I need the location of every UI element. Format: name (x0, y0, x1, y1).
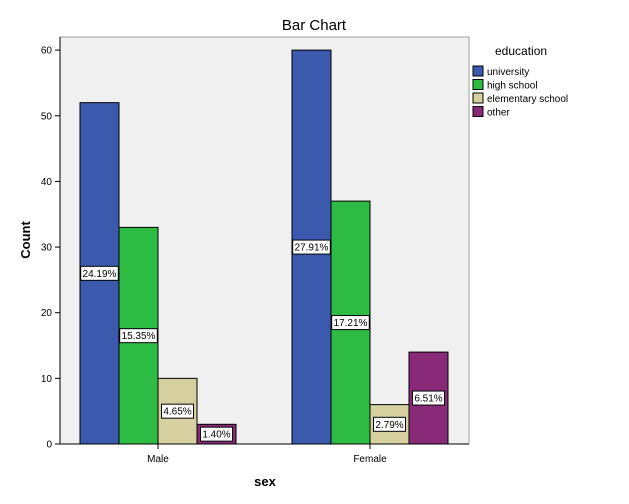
legend-item-other: other (472, 106, 510, 119)
y-tick-label: 60 (41, 46, 53, 57)
data-label: 4.65% (161, 403, 194, 419)
svg-text:2.79%: 2.79% (375, 420, 403, 431)
data-label: 6.51% (412, 390, 445, 406)
data-label: 15.35% (119, 328, 158, 344)
legend-item-high-school: high school (472, 79, 538, 92)
svg-text:1.40%: 1.40% (202, 430, 230, 441)
svg-text:27.91%: 27.91% (295, 243, 329, 254)
chart-title: Bar Chart (282, 17, 347, 34)
y-tick-label: 50 (41, 111, 53, 122)
svg-text:17.21%: 17.21% (334, 318, 368, 329)
x-axis: Male Female (60, 443, 469, 465)
svg-text:24.19%: 24.19% (83, 269, 117, 280)
x-tick-label: Male (147, 454, 169, 465)
y-tick-label: 0 (46, 440, 52, 451)
svg-text:6.51%: 6.51% (414, 394, 442, 405)
x-tick-label: Female (353, 454, 387, 465)
data-label: 2.79% (373, 416, 406, 432)
data-label: 17.21% (331, 315, 370, 331)
legend-label: university (487, 67, 529, 78)
svg-text:15.35%: 15.35% (122, 331, 156, 342)
y-tick-label: 10 (41, 374, 53, 385)
legend-item-elementary-school: elementary school (472, 92, 568, 105)
x-axis-title: sex (254, 474, 276, 489)
data-label: 1.40% (200, 426, 233, 442)
y-axis-title: Count (18, 221, 33, 259)
legend-swatch (472, 106, 484, 117)
y-tick-label: 30 (41, 243, 53, 254)
legend-swatch (472, 65, 484, 77)
legend-label: elementary school (487, 94, 568, 105)
legend-item-university: university (472, 65, 529, 78)
svg-text:4.65%: 4.65% (163, 407, 191, 418)
data-labels-group: 24.19% 15.35% 4.65% 1.40% 27.91% 17.21% 2.79% 6… (80, 239, 445, 442)
legend-label: high school (487, 81, 538, 92)
legend-swatch (472, 92, 484, 104)
legend-swatch (472, 79, 484, 90)
y-axis: 0 10 20 30 40 50 60 (41, 37, 61, 451)
y-tick-label: 20 (41, 308, 53, 319)
legend-label: other (487, 108, 510, 119)
y-tick-label: 40 (41, 177, 53, 188)
legend-title: education (495, 44, 547, 58)
legend: education university high school elementar… (472, 44, 568, 119)
data-label: 24.19% (80, 265, 119, 281)
data-label: 27.91% (292, 239, 331, 255)
